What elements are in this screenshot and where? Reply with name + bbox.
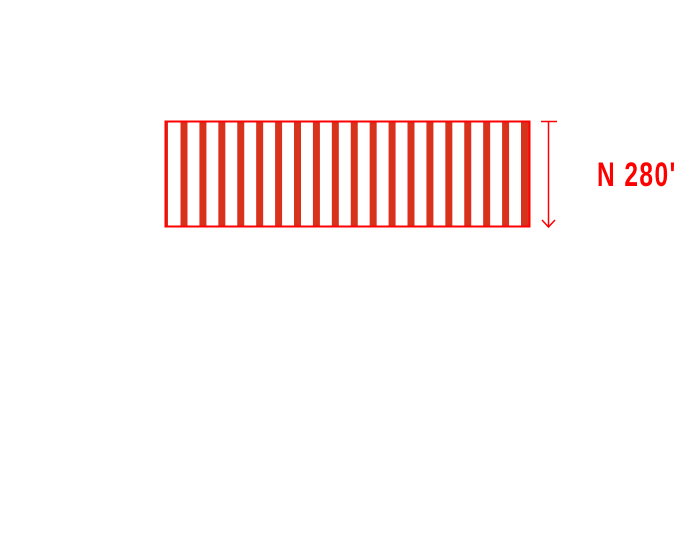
stripe <box>388 121 396 226</box>
stripe <box>294 121 301 226</box>
stripe <box>218 121 226 226</box>
stripe <box>256 121 264 226</box>
stripe <box>369 121 377 226</box>
stripe <box>464 121 472 226</box>
stripe <box>275 121 283 226</box>
stripe <box>350 121 358 226</box>
stripe <box>407 121 415 226</box>
dimension-arrow-icon <box>541 120 557 229</box>
striped-block <box>165 121 530 226</box>
stripe <box>237 121 245 226</box>
stripe <box>502 121 510 226</box>
stripe <box>180 121 188 226</box>
stripe <box>521 121 530 226</box>
stripe <box>426 121 434 226</box>
block-outline <box>164 120 531 228</box>
stripe <box>199 121 207 226</box>
dimension-label: N 280' <box>597 156 677 194</box>
stripe <box>331 121 339 226</box>
stripe <box>445 121 453 226</box>
stripe <box>312 121 320 226</box>
stripe <box>483 121 491 226</box>
